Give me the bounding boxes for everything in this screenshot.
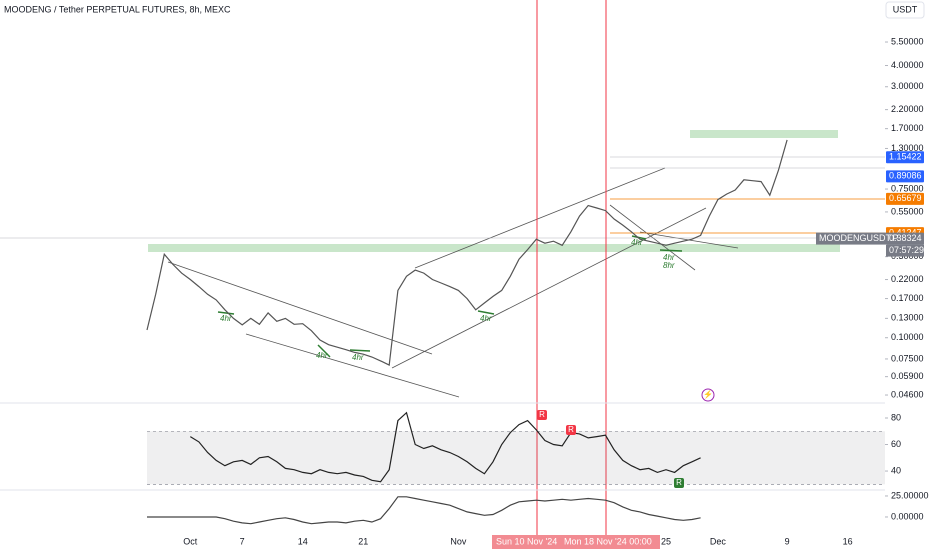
- currency-label[interactable]: USDT: [893, 4, 918, 14]
- pattern-label: 4hr: [631, 238, 643, 247]
- y-tick-label: 0.17000: [891, 293, 924, 303]
- rsi-band: [147, 431, 885, 485]
- signal-label: R: [539, 410, 545, 419]
- chart-title: MOODENG / Tether PERPETUAL FUTURES, 8h, …: [4, 4, 231, 14]
- date-label: Mon 18 Nov '24 00:00: [564, 536, 652, 546]
- event-icon: [701, 388, 715, 402]
- price-label: 0.65679: [889, 193, 922, 203]
- currency-button[interactable]: [885, 1, 925, 19]
- y-tick-label: 0.13000: [891, 313, 924, 323]
- pattern-label: 4hr: [352, 353, 364, 362]
- pattern-label: 4hr: [220, 314, 232, 323]
- signal-label: R: [676, 478, 682, 487]
- symbol-label-bg: [816, 232, 886, 245]
- price-label: 1.15422: [889, 152, 922, 162]
- series-line: [146, 139, 788, 367]
- pattern-label: 4hr: [663, 253, 675, 262]
- y-tick-label: 0.00000: [891, 511, 924, 521]
- countdown-bg: [886, 244, 924, 257]
- x-tick-label: 9: [785, 536, 790, 546]
- date-label: Sun 10 Nov '24: [496, 536, 557, 546]
- price-label-bg: [886, 192, 924, 205]
- countdown-label: 07:57:29: [889, 245, 924, 255]
- series-line: [189, 411, 701, 483]
- date-label-bg: [492, 535, 582, 549]
- helper-lines: [0, 156, 885, 239]
- date-label-bg: [560, 535, 660, 549]
- pattern-label: 4hr: [316, 351, 328, 360]
- y-tick-label: 0.05900: [891, 371, 924, 381]
- x-tick-label: Nov: [450, 536, 467, 546]
- x-tick-label: Oct: [183, 536, 198, 546]
- x-tick-label: 21: [358, 536, 368, 546]
- event-icon-glyph: ⚡: [703, 389, 713, 399]
- x-tick-label: 14: [298, 536, 308, 546]
- support-zone: [148, 244, 840, 252]
- series-line: [147, 496, 701, 525]
- price-label-bg: [886, 170, 924, 183]
- symbol-label: MOODENGUSDT.P: [819, 233, 899, 243]
- y-tick-label: 3.00000: [891, 81, 924, 91]
- x-tick-label: 25: [661, 536, 671, 546]
- y-tick-label: 5.50000: [891, 36, 924, 46]
- price-label: 0.89086: [889, 171, 922, 181]
- price-label-bg: [886, 232, 924, 245]
- y-tick-label: 0.22000: [891, 274, 924, 284]
- y-tick-label: 60: [891, 439, 901, 449]
- y-tick-label: 80: [891, 412, 901, 422]
- y-tick-label: 1.30000: [891, 143, 924, 153]
- price-label: 0.41247: [889, 228, 922, 238]
- signal-label: R: [568, 425, 574, 434]
- signal-badge: [566, 425, 576, 435]
- price-label-bg: [886, 151, 924, 164]
- y-tick-label: 2.20000: [891, 104, 924, 114]
- y-tick-label: 0.55000: [891, 206, 924, 216]
- y-tick-label: 0.75000: [891, 183, 924, 193]
- y-tick-label: 0.10000: [891, 332, 924, 342]
- pattern-label: 4hr: [480, 314, 492, 323]
- x-tick-label: 7: [240, 536, 245, 546]
- target-zone: [690, 130, 838, 138]
- trendlines: [167, 167, 739, 398]
- x-tick-label: 16: [843, 536, 853, 546]
- range-marks: [217, 235, 683, 358]
- y-tick-label: 0.07500: [891, 353, 924, 363]
- date-markers: [536, 0, 607, 535]
- y-tick-label: 40: [891, 465, 901, 475]
- x-tick-label: Dec: [710, 536, 727, 546]
- pattern-label: 8hr: [663, 261, 675, 270]
- signal-badge: [537, 410, 547, 420]
- price-label: 0.38324: [889, 233, 922, 243]
- y-tick-label: 1.70000: [891, 123, 924, 133]
- y-tick-label: 25.00000: [891, 490, 929, 500]
- y-tick-label: 0.04600: [891, 389, 924, 399]
- y-tick-label: 4.00000: [891, 60, 924, 70]
- signal-badge: [674, 478, 684, 488]
